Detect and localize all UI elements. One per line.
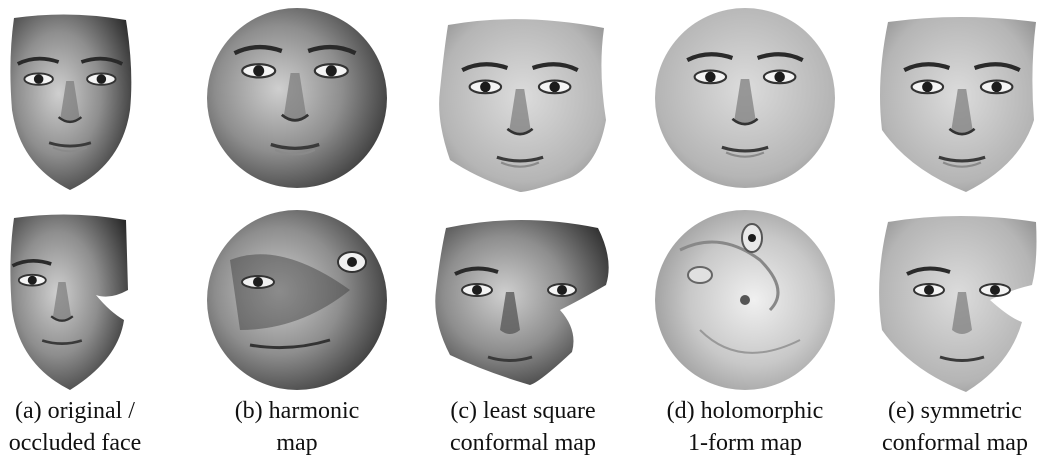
panel-c-lscm-occluded: [435, 220, 609, 385]
face-panels: [10, 8, 1037, 392]
caption-e-line1: (e) symmetric: [888, 398, 1022, 424]
caption-d: (d) holomorphic 1-form map: [640, 395, 850, 459]
caption-c: (c) least square conformal map: [418, 395, 628, 459]
panel-a-occluded-face: [10, 214, 128, 390]
panel-e-symmetric-occluded: [879, 216, 1037, 392]
caption-d-line1: (d) holomorphic: [666, 398, 824, 424]
caption-e: (e) symmetric conformal map: [850, 395, 1049, 459]
panel-a-original-face: [10, 14, 132, 191]
caption-a-line2: occluded face: [8, 430, 142, 456]
panel-b-harmonic-map: [207, 8, 387, 188]
caption-b: (b) harmonic map: [192, 395, 402, 459]
panel-d-holomorphic-occluded: [655, 210, 835, 390]
caption-b-line1: (b) harmonic: [234, 398, 360, 424]
panel-d-holomorphic: [655, 8, 835, 188]
caption-a-line1: (a) original /: [15, 398, 135, 424]
caption-c-line1: (c) least square: [450, 398, 596, 424]
panel-e-symmetric: [880, 17, 1036, 192]
caption-a: (a) original / occluded face: [0, 395, 180, 459]
panel-c-lscm: [439, 19, 606, 193]
caption-b-line2: map: [276, 430, 318, 456]
panel-b-harmonic-occluded: [207, 210, 387, 390]
caption-d-line2: 1-form map: [688, 430, 802, 456]
caption-e-line2: conformal map: [882, 430, 1028, 456]
caption-c-line2: conformal map: [450, 430, 596, 456]
